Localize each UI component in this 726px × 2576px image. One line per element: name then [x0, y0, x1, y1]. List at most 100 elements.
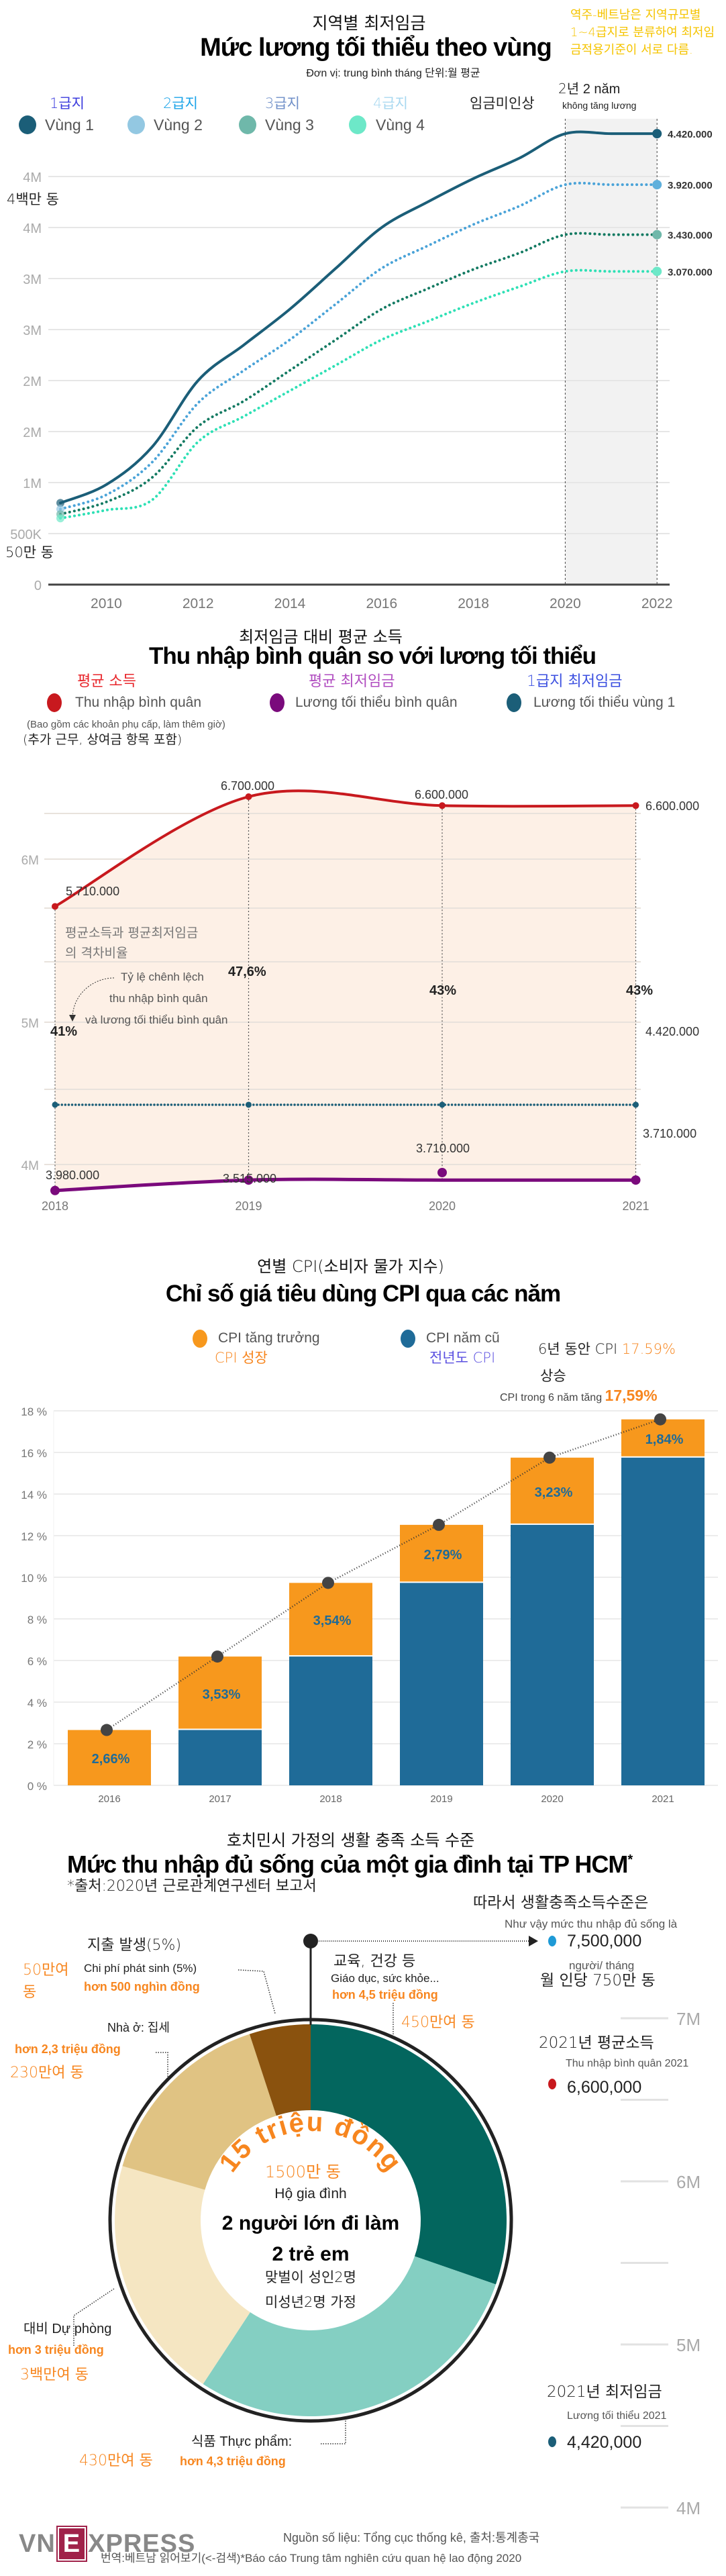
bar-cpi-growth [289, 1583, 372, 1656]
legend-vung4: Vùng 4 [376, 116, 425, 134]
cpi-total-ko-b: 상승 [540, 1368, 566, 1384]
series-end-dot [652, 266, 662, 277]
bar-value-label: 2,66% [92, 1752, 130, 1767]
y-tick-label: 6M [21, 854, 39, 868]
bar-cpi-growth [511, 1457, 594, 1524]
translator-note: 역주-베트남은 지역규모별 1~4급지로 분류하여 최저임 금적용기준이 서로 … [570, 7, 715, 59]
y-tick-label: 16 % [21, 1447, 47, 1460]
y-tick-label: 0 % [28, 1780, 47, 1793]
annotation-arrow [72, 977, 115, 1020]
series-start-dot [56, 499, 64, 507]
bar-cpi-prev [621, 1457, 705, 1785]
bar-cpi-growth [178, 1656, 262, 1729]
housing-amount: hơn 2,3 triệu đồng [15, 2042, 121, 2056]
income-value: 6,600,000 [567, 2078, 642, 2097]
x-tick-label: 2010 [91, 596, 122, 611]
end-value-label: 4.420.000 [668, 129, 713, 140]
legend-dot-cpi-growth [193, 1330, 207, 1348]
y-tick-label: 4M [21, 1159, 39, 1173]
legend-dot-vung3 [239, 115, 256, 134]
logo-e: E [56, 2526, 88, 2562]
band-vi: không tăng lương [562, 100, 637, 111]
gap-annotation-ko: 평균소득과 평균최저임금 의 격차비율 [65, 923, 198, 963]
s2-note-ko: (추가 근무, 상여금 항목 포함) [23, 732, 183, 747]
legend-dot-vung4 [349, 115, 366, 134]
vnexpress-logo: VN E XPRESS [19, 2526, 196, 2562]
leader-line [321, 2420, 346, 2444]
donut-slice [311, 2024, 507, 2285]
x-tick-label: 2018 [42, 1199, 68, 1213]
x-tick-label: 2018 [319, 1793, 342, 1805]
avg-min-wage-value-label: 3.515.000 [223, 1172, 276, 1185]
cpi-total-ko-value: 17.59% [621, 1341, 676, 1357]
avg-income-value-label: 5.710.000 [66, 885, 119, 898]
s4-title: Mức thu nhập đủ sống của một gia đình tạ… [67, 1852, 633, 1877]
note-line: 금적용기준이 서로 다름. [570, 43, 693, 57]
bar-value-label: 3,23% [535, 1485, 573, 1500]
leader-line [238, 1969, 276, 2014]
x-tick-label: 2017 [209, 1793, 231, 1805]
y-tick-label: 5M [21, 1017, 39, 1031]
avg-income-value-label: 6.600.000 [645, 799, 699, 813]
cumulative-dot [654, 1413, 666, 1426]
series-line-vung4 [59, 268, 659, 520]
y-tick-label: 2M [23, 426, 42, 440]
x-tick-label: 2016 [98, 1793, 120, 1805]
x-tick-label: 2020 [550, 596, 581, 611]
legend-avg-income: Thu nhập bình quân [75, 695, 201, 710]
footer-source: Nguồn số liệu: Tổng cục thống kê, 출처:통계총… [283, 2531, 540, 2544]
series-end-dot [652, 230, 662, 240]
y-tick-label: 6 % [28, 1655, 47, 1668]
y-tick-label: 4 % [28, 1697, 47, 1710]
legend-ko-3: 3급지 [265, 95, 301, 111]
living-ko: 따라서 생활충족소득수준은 [473, 1894, 649, 1912]
note-line: 역주-베트남은 지역규모별 [570, 8, 701, 22]
legend-ko-cpi-prev: 전년도 CPI [429, 1350, 496, 1366]
cpi-total-vi-value: 17,59% [605, 1387, 658, 1404]
avg-min-wage-dot [437, 1168, 447, 1177]
region1-min-dot [52, 1101, 58, 1108]
bar-cpi-growth [68, 1730, 151, 1785]
housing-vi: Nhà ở: 집세 [107, 2021, 170, 2034]
legend-vung1: Vùng 1 [45, 116, 94, 134]
legend-ko-region1-min: 1급지 최저임금 [527, 673, 623, 690]
series-line-vung3 [59, 232, 659, 516]
legend-avg-min: Lương tối thiểu bình quân [295, 695, 458, 710]
series-start-dot [56, 514, 64, 523]
note-line: 1~4급지로 분류하여 최저임 [570, 26, 715, 40]
x-tick-label: 2012 [183, 596, 214, 611]
donut-slice [114, 2166, 250, 2384]
footer-translation: 번역:베트남 읽어보기(<-검색)*Báo cáo Trung tâm nghi… [101, 2552, 522, 2565]
center-adults: 2 người lớn đi làm [221, 2212, 400, 2234]
scale-label: 7M [676, 2009, 701, 2029]
band-vi-top: 2 năm [582, 82, 621, 97]
x-tick-label: 2019 [235, 1199, 262, 1213]
bar-cpi-prev [511, 1524, 594, 1785]
region1-min-dot [246, 1101, 252, 1108]
band-ko-top: 2년 [558, 81, 580, 97]
center-ko-line2: 미성년2명 가정 [265, 2294, 356, 2310]
legend-vung2: Vùng 2 [154, 116, 203, 134]
s3-title: Chỉ số giá tiêu dùng CPI qua các năm [165, 1281, 561, 1307]
avg-income-dot [632, 802, 639, 809]
x-tick-label: 2016 [366, 596, 397, 611]
avg-income-value-label: 6.700.000 [221, 779, 274, 793]
legend-ko-2: 2급지 [163, 95, 199, 111]
gap-ratio-label: 43% [626, 983, 653, 998]
food-vi: 식품 Thực phẩm: [191, 2434, 293, 2449]
misc-ko-amount-unit: 동 [23, 1984, 37, 2001]
s4-subtitle-ko: 호치민시 가정의 생활 충족 소득 수준 [226, 1831, 475, 1850]
avg-income-value-label: 6.600.000 [415, 788, 468, 801]
bar-value-label: 3,54% [313, 1614, 352, 1628]
logo-xpress: XPRESS [88, 2530, 196, 2558]
scale-marker-dot [548, 1936, 556, 1946]
no-raise-band [565, 119, 658, 585]
minwage-vi: Lương tối thiểu 2021 [567, 2410, 667, 2422]
cpi-total-vi-text: CPI trong 6 năm tăng [500, 1392, 605, 1403]
legend-vung3: Vùng 3 [265, 116, 314, 134]
scale-label: 4M [676, 2498, 701, 2518]
y-tick-label: 3M [23, 324, 42, 338]
living-vi: Như vậy mức thu nhập đủ sống là [505, 1918, 678, 1930]
legend-ko-avg-min: 평균 최저임금 [309, 673, 395, 690]
s4-source-ko: *출처:2020년 근로관계연구센터 보고서 [67, 1878, 317, 1895]
